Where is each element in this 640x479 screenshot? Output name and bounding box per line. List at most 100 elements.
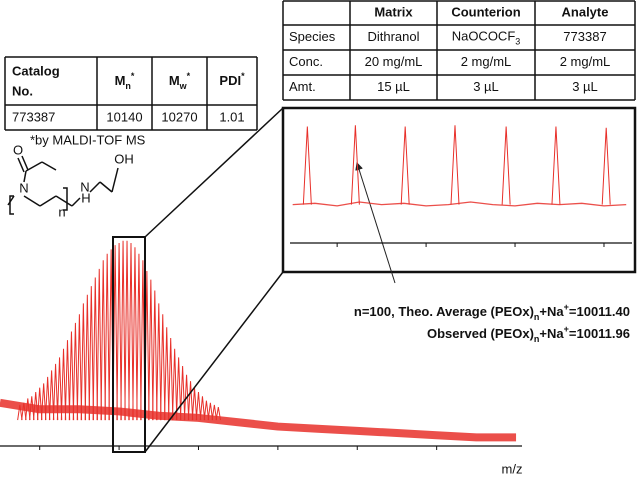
baseline-trace: [0, 398, 517, 442]
peak: [195, 391, 202, 421]
peak: [211, 404, 218, 421]
table-cell: NaOCOCF3: [452, 29, 521, 47]
supscript: *: [187, 71, 191, 81]
peak: [88, 286, 95, 421]
peak: [60, 348, 67, 421]
peak: [96, 268, 102, 421]
peak: [116, 242, 122, 421]
peak: [72, 322, 79, 421]
peak: [29, 396, 35, 421]
peak: [104, 253, 110, 421]
peak: [120, 240, 126, 421]
subscript: w: [179, 81, 188, 91]
table-cell: 773387: [563, 29, 606, 44]
atom-label: n: [58, 204, 65, 219]
inset-frame: [281, 106, 637, 274]
table-header: PDI*: [219, 71, 245, 88]
table-header: Mw*: [169, 71, 191, 91]
peak: [21, 402, 27, 421]
atom-label: O: [13, 142, 23, 157]
zoom-box: [112, 236, 146, 453]
peak: [52, 363, 59, 421]
table-cell: Dithranol: [367, 29, 419, 44]
annotation: Observed (PEOx)n+Na+=10011.96: [427, 324, 630, 344]
subscript: n: [534, 334, 540, 344]
peak: [68, 331, 75, 421]
peak: [601, 127, 611, 205]
table-header: Mn*: [115, 71, 135, 91]
table-cell: Species: [289, 29, 336, 44]
peak: [25, 398, 31, 421]
peak: [100, 260, 106, 421]
text-part: Observed (PEOx): [427, 326, 534, 341]
table-header: Analyte: [562, 4, 609, 19]
table-cell: 1.01: [219, 109, 244, 124]
table-cell: 2 mg/mL: [461, 54, 512, 69]
peak: [167, 337, 174, 421]
peak: [207, 402, 214, 421]
peak: [56, 357, 63, 421]
atom-label: OH: [114, 151, 134, 166]
supscript: +: [564, 324, 569, 334]
peak: [450, 125, 460, 205]
table-cell: Amt.: [289, 79, 316, 94]
peak: [64, 340, 71, 421]
peak: [183, 374, 190, 421]
subscript: n: [125, 81, 131, 91]
text-part: M: [115, 73, 126, 88]
peak: [215, 407, 222, 421]
text-part: +Na: [539, 304, 564, 319]
annotation: n=100, Theo. Average (PEOx)n+Na+=10011.4…: [354, 302, 630, 322]
peak: [203, 400, 210, 421]
peak: [160, 314, 166, 421]
table-cell: 15 µL: [377, 79, 410, 94]
peak: [175, 357, 182, 421]
atom-label: N: [80, 179, 89, 194]
supscript: *: [241, 71, 245, 81]
peak: [48, 370, 55, 421]
peak: [36, 387, 43, 421]
table-cell: 3 µL: [572, 79, 598, 94]
peak: [551, 126, 561, 205]
table-cell: 20 mg/mL: [365, 54, 423, 69]
peak: [501, 126, 511, 205]
table-cell: 773387: [12, 109, 55, 124]
structure-bonds: [7, 155, 119, 215]
peak: [171, 348, 178, 421]
supscript: *: [131, 71, 135, 81]
zoom-line: [144, 271, 284, 453]
peak: [128, 242, 134, 421]
table-cell: 3 µL: [473, 79, 499, 94]
peak: [179, 366, 186, 421]
peak: [80, 303, 87, 421]
peak: [350, 125, 360, 205]
peak: [187, 381, 194, 421]
table-header: Counterion: [451, 4, 520, 19]
baseline-trace: [292, 201, 627, 207]
peak: [152, 290, 158, 421]
peak: [164, 327, 170, 421]
text-part: M: [169, 73, 180, 88]
footnote: *by MALDI-TOF MS: [30, 132, 146, 147]
subscript: n: [534, 312, 540, 322]
peak: [17, 404, 23, 421]
peak: [400, 126, 410, 205]
peak: [199, 396, 206, 421]
text-part: =10011.40: [569, 304, 630, 319]
peak: [33, 391, 39, 421]
zoom-line: [144, 107, 284, 238]
subscript: 3: [515, 37, 520, 47]
table-header: No.: [12, 83, 33, 98]
text-part: =10011.96: [569, 326, 630, 341]
peak: [92, 277, 98, 421]
text-part: PDI: [219, 73, 241, 88]
supscript: +: [564, 302, 569, 312]
peak: [136, 253, 142, 421]
arrow: [355, 162, 396, 284]
peak: [148, 279, 154, 421]
atom-label: H: [81, 190, 90, 205]
peak: [124, 240, 130, 421]
peak: [132, 247, 138, 421]
peak: [40, 383, 47, 421]
